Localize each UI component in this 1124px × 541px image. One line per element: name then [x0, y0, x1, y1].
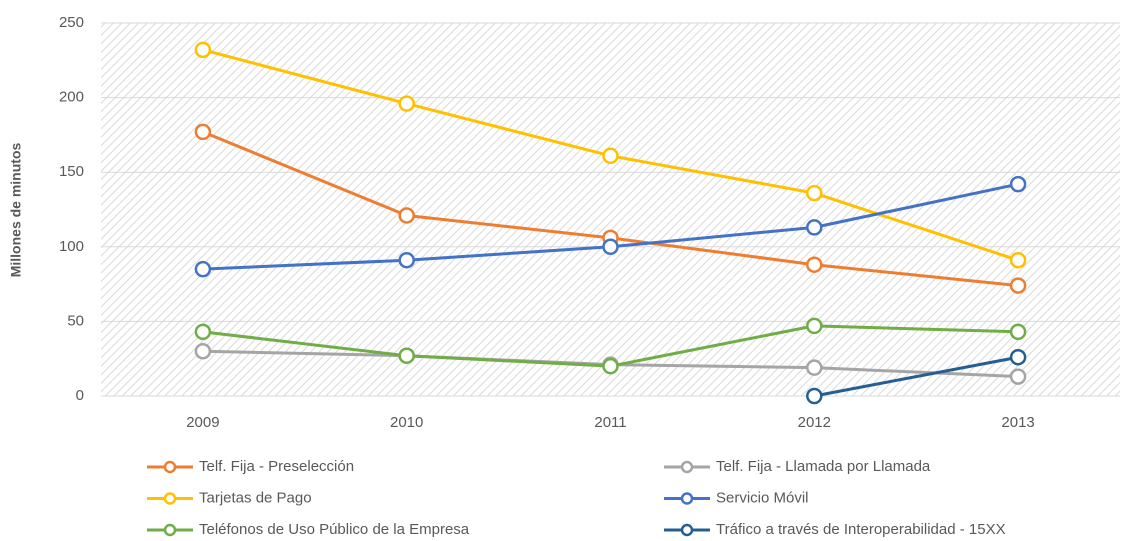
data-point: [806, 317, 823, 335]
data-point: [1009, 251, 1027, 269]
data-point: [1009, 175, 1027, 193]
data-point: [1009, 277, 1027, 294]
data-point: [806, 219, 823, 236]
y-tick-label: 100: [59, 238, 84, 255]
data-point: [194, 323, 212, 341]
legend-marker: [163, 523, 177, 537]
legend-marker: [680, 460, 694, 474]
data-point: [1009, 323, 1027, 341]
data-point: [194, 260, 212, 278]
x-tick-label: 2013: [1001, 414, 1034, 431]
x-tick-label: 2010: [390, 414, 423, 431]
data-point: [398, 251, 415, 269]
legend-label: Telf. Fija - Llamada por Llamada: [716, 458, 931, 475]
y-tick-label: 200: [59, 89, 84, 106]
legend-marker: [680, 492, 694, 505]
legend-label: Tráfico a través de Interoperabilidad - …: [716, 521, 1006, 538]
data-point: [1009, 368, 1027, 385]
data-point: [194, 41, 212, 59]
y-tick-label: 150: [59, 163, 84, 180]
x-tick-label: 2012: [798, 414, 831, 431]
legend-label: Telf. Fija - Preselección: [199, 458, 354, 475]
legend-marker: [163, 460, 177, 474]
data-point: [398, 207, 415, 224]
legend-marker: [163, 492, 177, 505]
y-axis-title: Millones de minutos: [8, 143, 24, 278]
data-point: [602, 147, 619, 165]
data-point: [806, 256, 823, 273]
data-point: [806, 387, 823, 405]
data-point: [806, 359, 823, 376]
series-line: [814, 355, 1019, 398]
data-point: [194, 123, 212, 141]
data-point: [602, 238, 619, 256]
data-point: [398, 95, 415, 112]
data-point: [194, 342, 212, 360]
data-point: [1009, 348, 1027, 366]
y-tick-label: 250: [59, 14, 84, 31]
legend-label: Servicio Móvil: [716, 489, 809, 506]
x-tick-label: 2011: [594, 414, 626, 431]
legend-marker: [680, 523, 694, 537]
data-point: [602, 357, 619, 375]
y-tick-label: 0: [76, 387, 84, 404]
data-point: [398, 347, 415, 364]
plot-background: [101, 23, 1120, 396]
legend-label: Teléfonos de Uso Público de la Empresa: [199, 521, 470, 538]
x-tick-label: 2009: [186, 414, 219, 431]
legend-label: Tarjetas de Pago: [199, 489, 312, 506]
data-point: [806, 184, 823, 202]
y-tick-label: 50: [67, 312, 84, 329]
